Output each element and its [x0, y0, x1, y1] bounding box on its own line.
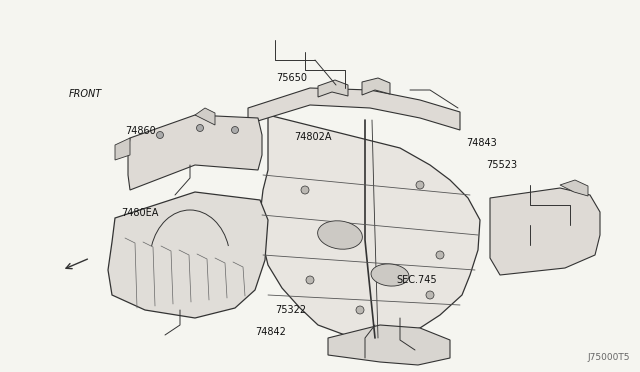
Polygon shape — [128, 115, 262, 190]
Text: 75322: 75322 — [275, 305, 307, 315]
Circle shape — [196, 125, 204, 131]
Polygon shape — [108, 192, 268, 318]
Circle shape — [232, 126, 239, 134]
Text: FRONT: FRONT — [68, 89, 102, 99]
Text: 74860: 74860 — [125, 126, 156, 137]
Polygon shape — [260, 115, 480, 338]
Polygon shape — [318, 80, 348, 97]
Polygon shape — [560, 180, 588, 196]
Circle shape — [157, 131, 163, 138]
Circle shape — [416, 181, 424, 189]
Text: 7480EA: 7480EA — [122, 208, 159, 218]
Text: 75650: 75650 — [276, 73, 307, 83]
Circle shape — [426, 291, 434, 299]
Polygon shape — [490, 188, 600, 275]
Text: SEC.745: SEC.745 — [397, 275, 437, 285]
Polygon shape — [248, 88, 460, 130]
Text: 74843: 74843 — [466, 138, 497, 148]
Ellipse shape — [317, 221, 362, 249]
Polygon shape — [195, 108, 215, 125]
Text: 74842: 74842 — [255, 327, 285, 337]
Text: J75000T5: J75000T5 — [588, 353, 630, 362]
Circle shape — [306, 276, 314, 284]
Circle shape — [436, 251, 444, 259]
Circle shape — [356, 306, 364, 314]
Ellipse shape — [371, 264, 409, 286]
Circle shape — [301, 186, 309, 194]
Text: 74802A: 74802A — [294, 132, 332, 142]
Polygon shape — [115, 138, 130, 160]
Polygon shape — [328, 325, 450, 365]
Polygon shape — [362, 78, 390, 95]
Text: 75523: 75523 — [486, 160, 518, 170]
